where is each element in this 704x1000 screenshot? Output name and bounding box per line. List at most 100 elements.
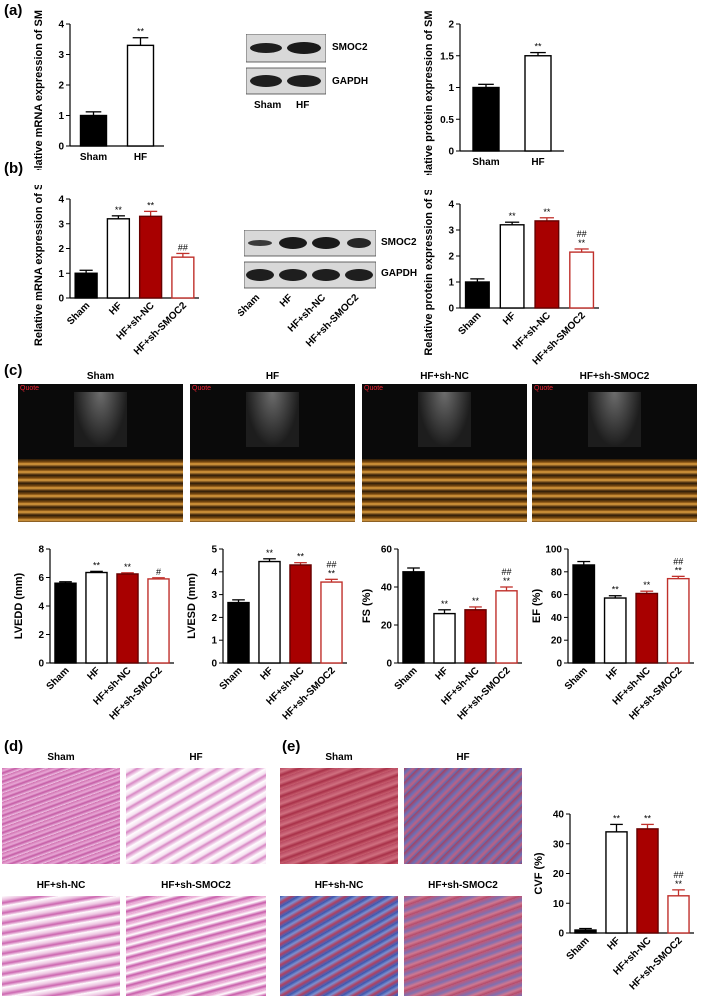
echo-logo: Quote (192, 385, 212, 392)
significance-mark: ** (328, 568, 336, 578)
chart-c-lvedd: LVEDD (mm)02468Sham**HF**HF+sh-NC#HF+sh-… (13, 545, 174, 722)
bar-hf-sh-smoc2 (171, 256, 195, 299)
significance-mark: ** (613, 813, 621, 823)
y-tick-label: 0 (448, 304, 454, 315)
bar-sham (574, 929, 597, 934)
bar-sham (402, 571, 425, 664)
significance-mark: ** (147, 200, 155, 210)
y-tick-label: 0 (58, 142, 64, 153)
y-tick-label: 2 (448, 252, 454, 263)
blot-a-band-smoc2: SMOC2 (332, 42, 368, 53)
bar-hf-sh-nc (464, 609, 487, 664)
x-tick-label: HF (107, 300, 124, 317)
chart-a-protein: Relative protein expression of SMOC2 0 0.5… (423, 10, 564, 175)
masson-image-hf-sh-nc (280, 896, 398, 996)
significance-mark: ## (326, 559, 336, 569)
masson-title-hf: HF (456, 752, 470, 763)
he-title-hf: HF (189, 752, 203, 763)
bar-hf-sh-nc (636, 828, 659, 934)
masson-image-hf (404, 768, 522, 864)
y-tick-label: 2 (211, 613, 217, 624)
he-title-hf-sh-smoc2: HF+sh-SMOC2 (161, 880, 231, 891)
bar-sham (472, 86, 500, 152)
y-tick-label: 0 (386, 659, 392, 670)
echo-logo: Quote (364, 385, 384, 392)
western-blot-a (246, 34, 326, 95)
y-tick-label: 1 (58, 111, 64, 122)
x-tick-label: HF (433, 665, 450, 682)
chart-b-protein: Relative protein expression of SMOC2 0 1 2 3… (423, 190, 599, 367)
x-tick-label: HF (258, 665, 275, 682)
significance-mark: ** (578, 238, 586, 248)
y-tick-label: 80 (551, 567, 563, 578)
bar-hf-sh-smoc2 (320, 581, 343, 664)
x-tick-label: HF+sh-SMOC2 (628, 935, 685, 992)
he-image-hf-sh-nc (2, 896, 120, 996)
x-tick-label: HF (85, 665, 102, 682)
y-tick-label: 2 (58, 81, 64, 92)
significance-mark: # (156, 567, 161, 577)
blot-a-lane-hf: HF (296, 100, 310, 111)
bar-hf (524, 55, 552, 152)
bar-sham (79, 114, 108, 147)
echo-logo: Quote (534, 385, 554, 392)
y-tick-label: 5 (211, 545, 217, 556)
y-tick-label: 0 (448, 147, 454, 158)
echo-title-hf-sh-smoc2: HF+sh-SMOC2 (579, 371, 650, 382)
y-tick-label: 1 (58, 269, 64, 280)
y-tick-label: 0.5 (440, 115, 454, 126)
significance-mark: ** (124, 562, 132, 572)
he-image-hf-sh-smoc2 (126, 896, 266, 996)
y-tick-label: 4 (38, 602, 44, 613)
chart-c-ef: EF (%)020406080100Sham**HF**HF+sh-NC##**… (531, 545, 694, 722)
bar-hf (603, 597, 627, 664)
significance-mark: ## (501, 567, 511, 577)
chart-e-cvf: CVF (%)010203040Sham**HF**HF+sh-NC##**HF… (533, 810, 694, 992)
masson-title-sham: Sham (325, 752, 353, 763)
x-tick-label: Sham (218, 665, 245, 692)
chart-a-mrna: Relative mRNA expression of SMOC2 0 1 2 3 4 Sh… (33, 10, 164, 170)
significance-mark: ** (137, 27, 145, 37)
x-tick-label: Sham (65, 300, 92, 327)
y-tick-label: 0 (556, 659, 562, 670)
y-axis-label: LVEDD (mm) (13, 572, 25, 639)
bar-hf-sh-smoc2 (495, 590, 518, 664)
significance-mark: ## (577, 229, 587, 239)
x-tick-label: Sham (393, 665, 420, 692)
y-tick-label: 1 (448, 278, 454, 289)
blot-b-band-gapdh: GAPDH (381, 268, 418, 279)
y-tick-label: 40 (553, 810, 565, 821)
significance-mark: ** (472, 596, 480, 606)
echo-image-sham: Quote (18, 384, 183, 522)
y-axis-label: LVESD (mm) (186, 573, 198, 639)
y-axis-label: Relative mRNA expression of SMOC2 (33, 10, 45, 170)
y-tick-label: 2 (58, 244, 64, 255)
echo-title-hf: HF (265, 371, 280, 382)
significance-mark: ** (543, 207, 551, 217)
significance-mark: ** (643, 580, 651, 590)
y-tick-label: 4 (448, 200, 454, 211)
bar-hf (85, 571, 108, 664)
blot-a-lane-sham: Sham (254, 100, 282, 111)
x-tick-label: HF (501, 310, 518, 327)
he-image-hf (126, 768, 266, 864)
echo-image-hf-sh-nc: Quote (362, 384, 527, 522)
bar-hf-sh-smoc2 (666, 577, 690, 664)
bar-sham (572, 564, 596, 664)
blot-b-lane-hf: HF (278, 292, 295, 309)
bar-hf (605, 831, 628, 934)
bar-hf (499, 224, 525, 309)
echo-logo: Quote (20, 385, 40, 392)
x-tick-label: Sham (80, 152, 107, 163)
y-axis-label: FS (%) (361, 589, 373, 624)
significance-mark: ** (534, 42, 542, 52)
y-axis-label: Relative protein expression of SMOC2 (423, 190, 435, 356)
y-tick-label: 1 (211, 636, 217, 647)
x-tick-label: Sham (456, 310, 483, 337)
significance-mark: ** (644, 813, 652, 823)
y-axis-label: Relative mRNA expression of SMOC2 (33, 185, 45, 346)
y-tick-label: 4 (58, 20, 64, 31)
significance-mark: ** (266, 548, 274, 558)
significance-mark: ## (178, 242, 188, 252)
y-tick-label: 0 (58, 294, 64, 305)
